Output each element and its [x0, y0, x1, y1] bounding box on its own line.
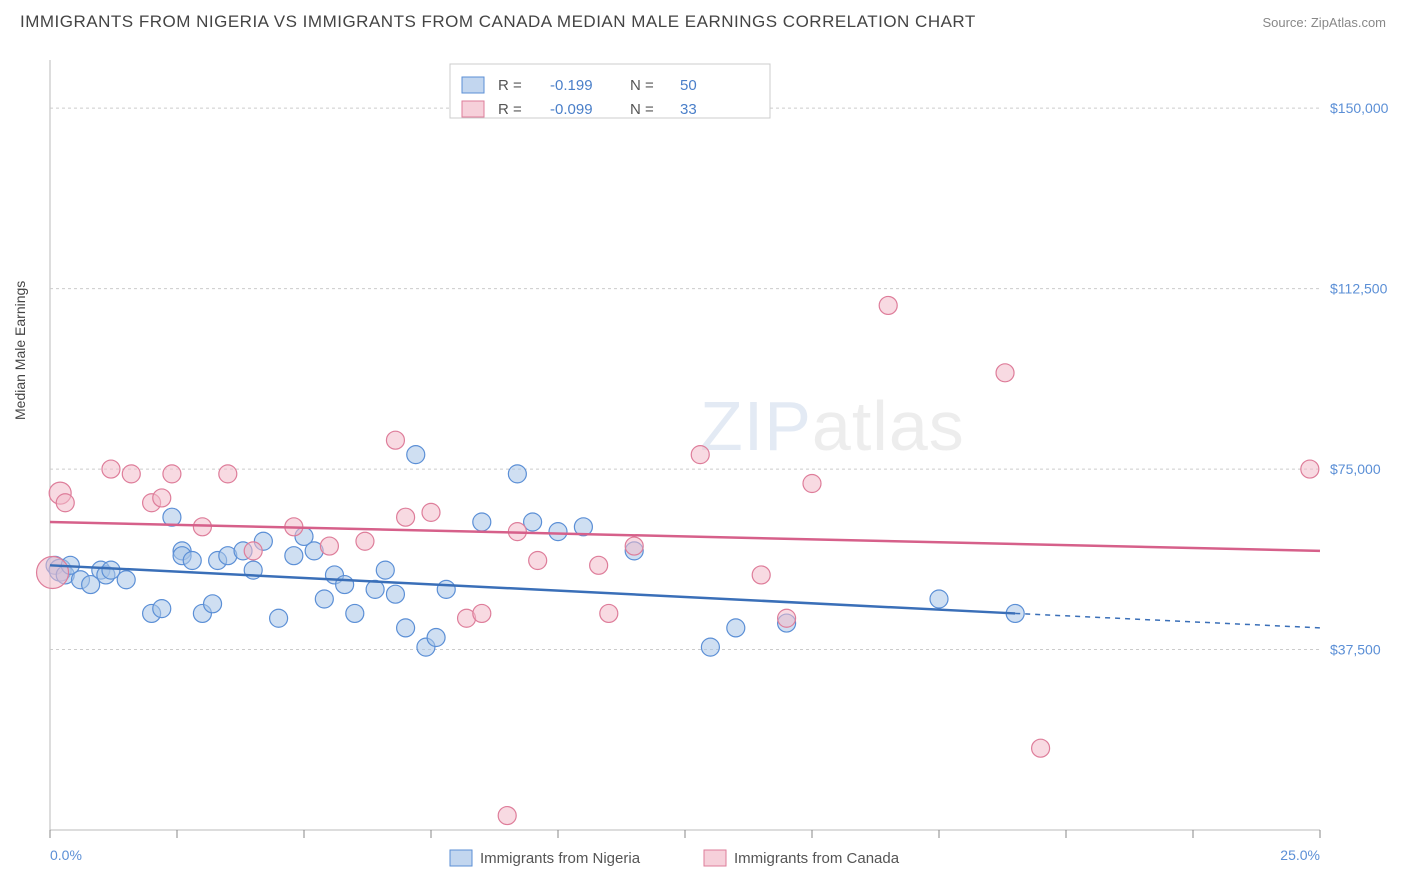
- data-point: [407, 446, 425, 464]
- data-point: [600, 604, 618, 622]
- data-point: [590, 556, 608, 574]
- data-point: [183, 552, 201, 570]
- data-point: [549, 523, 567, 541]
- data-point: [701, 638, 719, 656]
- data-point: [752, 566, 770, 584]
- data-point: [473, 513, 491, 531]
- data-point: [691, 446, 709, 464]
- data-point: [427, 629, 445, 647]
- data-point: [244, 542, 262, 560]
- x-tick-label: 25.0%: [1280, 847, 1320, 863]
- trend-line: [50, 565, 1015, 613]
- stat-n-label: N =: [630, 101, 654, 118]
- trend-line-ext: [1015, 613, 1320, 627]
- stat-r-label: R =: [498, 77, 522, 94]
- data-point: [122, 465, 140, 483]
- data-point: [117, 571, 135, 589]
- data-point: [422, 503, 440, 521]
- data-point: [803, 475, 821, 493]
- y-tick-label: $37,500: [1330, 642, 1381, 658]
- data-point: [37, 557, 69, 589]
- data-point: [204, 595, 222, 613]
- stat-r-label: R =: [498, 101, 522, 118]
- stat-r-value: -0.199: [550, 77, 593, 94]
- legend-label: Immigrants from Canada: [734, 850, 900, 867]
- scatter-chart: $37,500 $75,000 $112,500 $150,000 0.0% 25.0% Z…: [0, 0, 1406, 892]
- data-point: [930, 590, 948, 608]
- x-tick-label: 0.0%: [50, 847, 82, 863]
- data-point: [996, 364, 1014, 382]
- data-point: [163, 465, 181, 483]
- data-point: [437, 580, 455, 598]
- data-point: [473, 604, 491, 622]
- data-point: [320, 537, 338, 555]
- data-point: [153, 600, 171, 618]
- legend-swatch: [462, 101, 484, 117]
- data-point: [102, 460, 120, 478]
- watermark: ZIPatlas: [700, 387, 965, 465]
- data-point: [778, 609, 796, 627]
- data-point: [153, 489, 171, 507]
- data-point: [315, 590, 333, 608]
- data-point: [498, 807, 516, 825]
- legend-label: Immigrants from Nigeria: [480, 850, 641, 867]
- stat-n-value: 33: [680, 101, 697, 118]
- data-point: [1032, 739, 1050, 757]
- data-point: [529, 552, 547, 570]
- data-point: [356, 532, 374, 550]
- data-point: [376, 561, 394, 579]
- data-point: [1301, 460, 1319, 478]
- data-point: [625, 537, 643, 555]
- data-point: [336, 576, 354, 594]
- legend-swatch: [462, 77, 484, 93]
- y-tick-label: $150,000: [1330, 100, 1389, 116]
- y-tick-label: $75,000: [1330, 461, 1381, 477]
- data-point: [270, 609, 288, 627]
- data-point: [397, 508, 415, 526]
- data-point: [386, 585, 404, 603]
- legend-swatch: [450, 850, 472, 866]
- y-tick-label: $112,500: [1330, 281, 1388, 297]
- data-point: [386, 431, 404, 449]
- stat-r-value: -0.099: [550, 101, 593, 118]
- stat-n-label: N =: [630, 77, 654, 94]
- data-point: [56, 494, 74, 512]
- data-point: [879, 296, 897, 314]
- data-point: [346, 604, 364, 622]
- data-point: [397, 619, 415, 637]
- data-point: [285, 547, 303, 565]
- stat-n-value: 50: [680, 77, 697, 94]
- data-point: [508, 465, 526, 483]
- legend-swatch: [704, 850, 726, 866]
- data-point: [219, 465, 237, 483]
- data-point: [727, 619, 745, 637]
